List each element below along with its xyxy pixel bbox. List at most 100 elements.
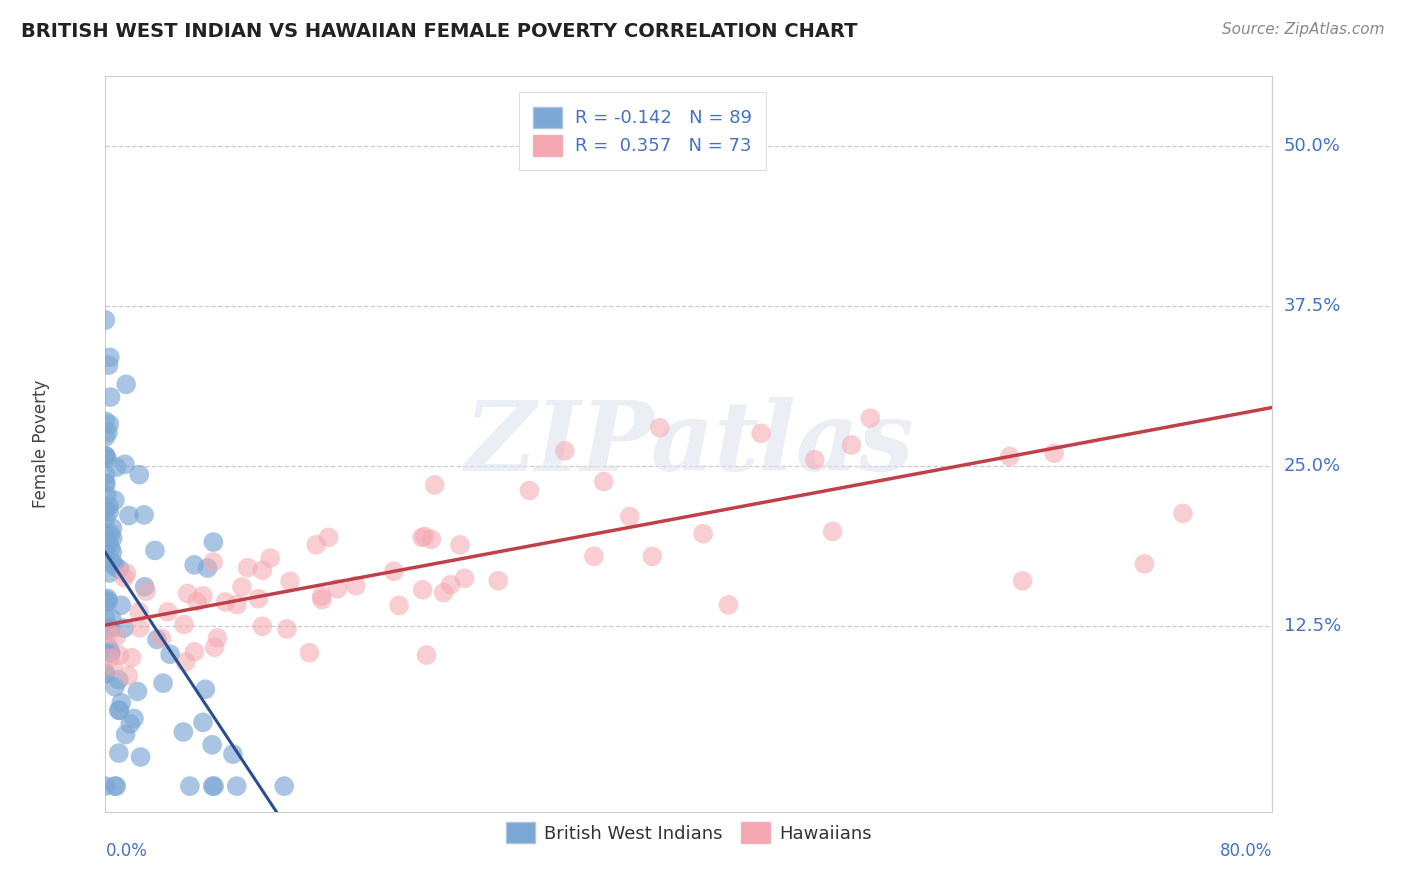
Point <box>214 595 236 609</box>
Point <box>101 521 124 535</box>
Point <box>96 527 118 541</box>
Point <box>749 426 772 441</box>
Text: Source: ZipAtlas.com: Source: ZipAtlas.com <box>1222 22 1385 37</box>
Point <box>449 538 471 552</box>
Point <box>433 585 456 599</box>
Point <box>412 582 434 597</box>
Point <box>176 586 198 600</box>
Point <box>413 530 436 544</box>
Point <box>94 511 117 525</box>
Point <box>96 537 118 551</box>
Point <box>318 530 340 544</box>
Point <box>582 549 605 564</box>
Point <box>311 592 333 607</box>
Point <box>108 648 131 663</box>
Point <box>100 541 122 555</box>
Point <box>1011 574 1033 588</box>
Point <box>100 526 122 541</box>
Point <box>97 500 120 514</box>
Point <box>692 526 714 541</box>
Point <box>94 502 117 516</box>
Point <box>94 467 117 482</box>
Point <box>110 696 132 710</box>
Point <box>115 566 138 581</box>
Point <box>94 313 117 327</box>
Point <box>202 555 225 569</box>
Point <box>94 549 117 563</box>
Point <box>129 750 152 764</box>
Point <box>104 493 127 508</box>
Point <box>194 682 217 697</box>
Point <box>94 503 117 517</box>
Point <box>121 650 143 665</box>
Point <box>146 632 169 647</box>
Point <box>94 449 117 463</box>
Point <box>305 538 328 552</box>
Point <box>201 738 224 752</box>
Point <box>100 621 122 635</box>
Point <box>115 377 138 392</box>
Point <box>222 747 245 761</box>
Point <box>803 452 825 467</box>
Point <box>118 508 141 523</box>
Point <box>100 645 122 659</box>
Point <box>204 640 226 655</box>
Point <box>231 580 253 594</box>
Point <box>486 574 509 588</box>
Point <box>117 669 139 683</box>
Point <box>252 563 274 577</box>
Point <box>197 561 219 575</box>
Point <box>128 621 150 635</box>
Text: Female Poverty: Female Poverty <box>32 380 51 508</box>
Point <box>108 703 131 717</box>
Point <box>100 390 122 404</box>
Point <box>128 605 150 619</box>
Point <box>101 531 124 545</box>
Point <box>132 508 155 522</box>
Point <box>94 430 117 444</box>
Point <box>94 414 117 428</box>
Point <box>104 680 127 694</box>
Point <box>103 556 125 570</box>
Point <box>108 746 131 760</box>
Point <box>191 589 214 603</box>
Point <box>183 558 205 572</box>
Point <box>1171 507 1194 521</box>
Point <box>174 655 197 669</box>
Point <box>97 425 120 440</box>
Point <box>179 779 201 793</box>
Point <box>134 580 156 594</box>
Point <box>344 579 367 593</box>
Point <box>96 591 118 606</box>
Point <box>97 594 120 608</box>
Point <box>97 358 120 372</box>
Point <box>108 562 131 576</box>
Legend: British West Indians, Hawaiians: British West Indians, Hawaiians <box>499 815 879 851</box>
Point <box>105 460 128 475</box>
Point <box>122 711 145 725</box>
Point <box>127 684 149 698</box>
Point <box>98 505 121 519</box>
Point <box>439 577 461 591</box>
Point <box>411 531 433 545</box>
Point <box>94 531 117 545</box>
Point <box>388 599 411 613</box>
Point <box>152 676 174 690</box>
Point <box>108 703 131 717</box>
Point <box>202 535 225 549</box>
Point <box>326 582 349 596</box>
Point <box>259 551 281 566</box>
Point <box>135 584 157 599</box>
Point <box>94 592 117 607</box>
Point <box>173 617 195 632</box>
Point <box>98 417 121 431</box>
Point <box>298 646 321 660</box>
Point <box>273 779 295 793</box>
Point <box>201 779 224 793</box>
Point <box>105 630 128 644</box>
Point <box>382 564 405 578</box>
Point <box>423 478 446 492</box>
Point <box>821 524 844 539</box>
Point <box>128 467 150 482</box>
Point <box>94 476 117 491</box>
